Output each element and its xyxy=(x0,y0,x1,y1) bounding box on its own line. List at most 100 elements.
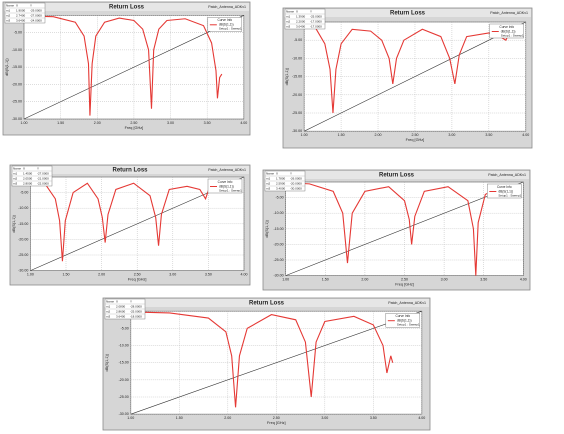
x-tick-label: 2.50 xyxy=(134,273,141,277)
reference-line xyxy=(285,181,524,276)
marker-cell: 3.6400 xyxy=(116,314,126,318)
y-tick-label: -25.00 xyxy=(292,111,302,115)
marker-cell: -24.0000 xyxy=(30,18,42,22)
x-tick-label: 3.50 xyxy=(204,121,211,125)
legend-entry: dB(S(1,1)) xyxy=(219,184,234,188)
x-tick-label: 3.50 xyxy=(480,278,487,282)
legend-title: Curve Info xyxy=(499,25,514,29)
marker-cell: m3 xyxy=(13,181,17,185)
reference-line xyxy=(130,310,422,415)
x-tick-label: 2.00 xyxy=(361,278,368,282)
header-bar xyxy=(4,3,249,11)
y-tick-label: -10.00 xyxy=(18,206,28,210)
y-tick-label: -5.00 xyxy=(275,196,283,200)
marker-header: Name xyxy=(286,9,294,13)
chart-title: Return Loss xyxy=(390,11,426,17)
marker-cell: m3 xyxy=(6,18,10,22)
chart-title: Return Loss xyxy=(112,168,148,174)
y-tick-label: -5.00 xyxy=(14,31,22,35)
x-tick-label: 1.50 xyxy=(322,278,329,282)
marker-header: X xyxy=(23,166,25,170)
legend-entry: dB(S(1,1)) xyxy=(397,319,412,323)
x-tick-label: 2.50 xyxy=(273,416,280,420)
y-tick-label: -20.00 xyxy=(12,82,22,86)
marker-header: X xyxy=(296,9,298,13)
marker-cell: 1.3900 xyxy=(296,14,306,18)
marker-cell: -18.0000 xyxy=(130,314,142,318)
x-tick-label: 2.00 xyxy=(94,121,101,125)
header-bar xyxy=(264,171,529,179)
y-axis-label: dB(S(1,1)) xyxy=(5,58,9,76)
marker-header: Y xyxy=(310,9,312,13)
y-tick-label: -15.00 xyxy=(292,75,302,79)
x-tick-label: 2.50 xyxy=(130,121,137,125)
y-tick-label: -25.00 xyxy=(18,253,28,257)
y-tick-label: -20.00 xyxy=(119,378,129,382)
legend-title: Curve Info xyxy=(218,180,233,184)
x-axis-label: Freq [GHz] xyxy=(125,126,144,130)
x-tick-label: 1.00 xyxy=(27,273,34,277)
marker-cell: 2.8600 xyxy=(116,309,126,313)
marker-cell: m2 xyxy=(106,309,110,313)
legend-subtitle: Setup1 : Sweep1 xyxy=(219,188,242,192)
marker-header: Name xyxy=(266,171,274,175)
chart-title: Return Loss xyxy=(379,173,415,179)
marker-cell: m2 xyxy=(6,13,10,17)
y-tick-label: -20.00 xyxy=(273,242,283,246)
x-tick-label: 2.00 xyxy=(224,416,231,420)
chart-title: Return Loss xyxy=(249,301,285,307)
y-axis-label: dB(S(1,1)) xyxy=(265,219,269,237)
x-tick-label: 2.00 xyxy=(98,273,105,277)
series-line xyxy=(303,22,519,114)
marker-cell: 1.4500 xyxy=(23,171,33,175)
x-tick-label: 3.00 xyxy=(167,121,174,125)
marker-cell: 1.7800 xyxy=(276,176,286,180)
series-line xyxy=(285,182,500,276)
y-tick-label: -5.00 xyxy=(121,326,129,330)
marker-cell: 3.4000 xyxy=(276,186,286,190)
legend xyxy=(489,23,524,39)
y-tick-label: -5.00 xyxy=(294,38,302,42)
marker-header: Y xyxy=(30,3,32,7)
series-line xyxy=(30,177,219,262)
legend xyxy=(487,183,522,199)
y-tick-label: -25.00 xyxy=(12,100,22,104)
x-tick-label: 1.50 xyxy=(63,273,70,277)
marker-cell: m1 xyxy=(13,171,17,175)
marker-cell: -25.0000 xyxy=(310,14,322,18)
marker-header: X xyxy=(276,171,278,175)
y-tick-label: -25.00 xyxy=(119,395,129,399)
chart-subtitle: Patch_Antenna_ADKv1 xyxy=(488,173,526,177)
y-tick-label: -30.00 xyxy=(12,117,22,121)
x-tick-label: 3.50 xyxy=(370,416,377,420)
y-tick-label: -15.00 xyxy=(18,222,28,226)
series-line xyxy=(23,15,223,116)
x-tick-label: 4.00 xyxy=(522,133,529,137)
x-tick-label: 3.00 xyxy=(441,278,448,282)
marker-cell: m1 xyxy=(6,8,10,12)
y-tick-label: -25.00 xyxy=(273,258,283,262)
x-tick-label: 4.00 xyxy=(240,121,247,125)
x-tick-label: 3.00 xyxy=(169,273,176,277)
x-tick-label: 2.50 xyxy=(411,133,418,137)
x-axis-label: Freq [GHz] xyxy=(128,278,147,282)
y-tick-label: -15.00 xyxy=(273,227,283,231)
marker-cell: -22.0000 xyxy=(37,181,49,185)
x-tick-label: 3.00 xyxy=(448,133,455,137)
marker-header: Y xyxy=(290,171,292,175)
marker-cell: 3.6400 xyxy=(16,18,26,22)
x-tick-label: 3.00 xyxy=(321,416,328,420)
legend-title: Curve Info xyxy=(217,18,232,22)
marker-cell: -28.0000 xyxy=(130,304,142,308)
y-tick-label: -10.00 xyxy=(119,343,129,347)
marker-header: X xyxy=(116,299,118,303)
x-tick-label: 1.00 xyxy=(301,133,308,137)
x-tick-label: 2.50 xyxy=(401,278,408,282)
marker-cell: -27.0000 xyxy=(37,171,49,175)
marker-cell: -27.0000 xyxy=(30,13,42,17)
legend xyxy=(207,17,243,32)
y-tick-label: -30.00 xyxy=(273,274,283,278)
y-tick-label: -20.00 xyxy=(18,237,28,241)
x-tick-label: 4.00 xyxy=(418,416,425,420)
